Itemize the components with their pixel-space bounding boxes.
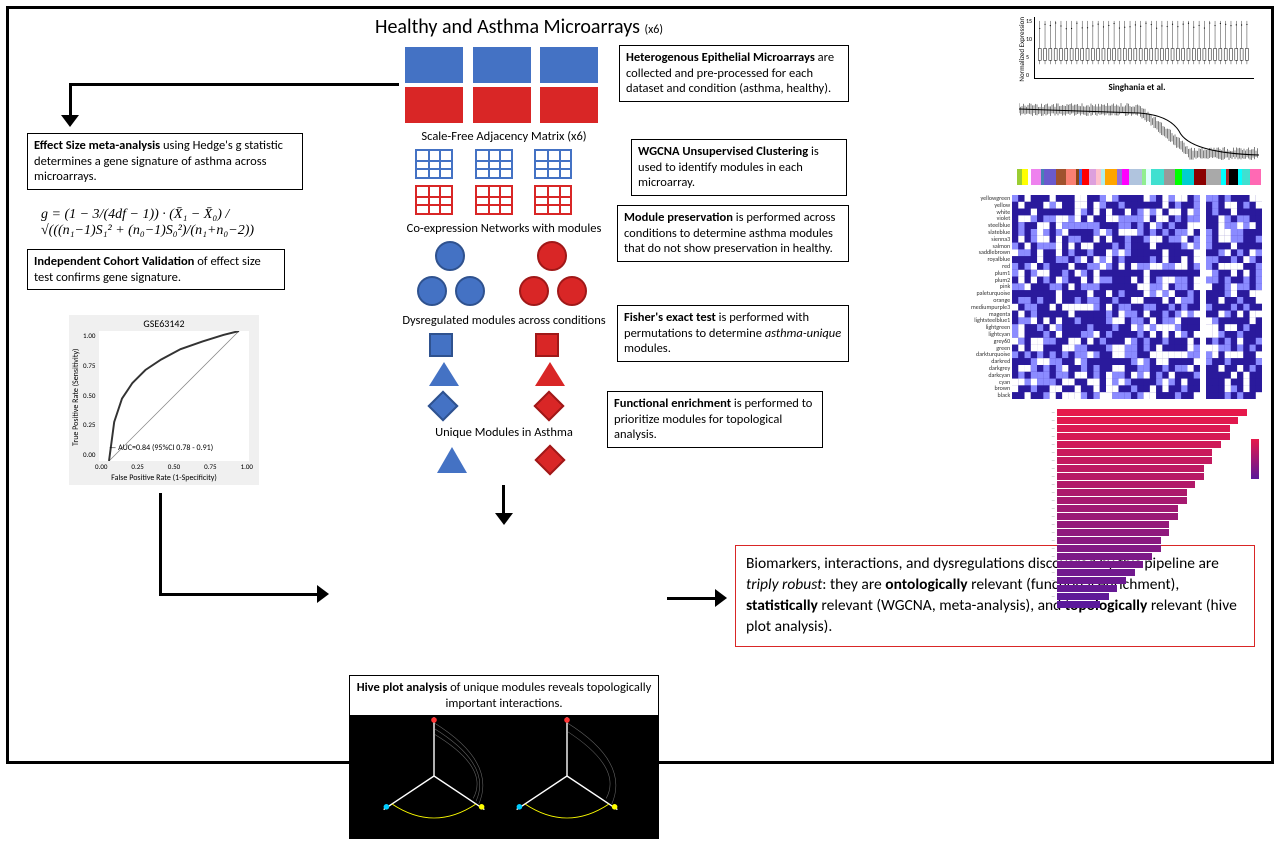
triangle-icon bbox=[535, 362, 565, 386]
rect-icon bbox=[405, 87, 463, 123]
microarray-blue-group bbox=[405, 47, 598, 88]
hive-plot: Transcription Factor Transcription Facto… bbox=[349, 699, 659, 839]
coexp-caption: Co-expression Networks with modules bbox=[369, 221, 639, 236]
unique-blue bbox=[437, 447, 467, 478]
diamond-icon bbox=[534, 444, 565, 475]
roc-svg bbox=[99, 331, 249, 461]
main-title: Healthy and Asthma Microarrays (x6) bbox=[329, 15, 709, 39]
circles-red bbox=[519, 241, 587, 311]
boxplot-svg bbox=[1034, 17, 1254, 79]
rect-icon bbox=[473, 87, 531, 123]
arrow-head-icon bbox=[317, 585, 329, 603]
rect-icon bbox=[405, 47, 463, 83]
microarray-red-group bbox=[405, 87, 598, 128]
diamond-icon bbox=[427, 390, 458, 421]
triangle-icon bbox=[437, 447, 467, 473]
grid-icon bbox=[415, 185, 453, 215]
roc-title: GSE63142 bbox=[69, 317, 259, 330]
hive-box: Hive plot analysis of unique modules rev… bbox=[349, 675, 659, 716]
boxplot-xlabel: Singhania et al. bbox=[1017, 82, 1257, 93]
fisher-box: Fisher's exact test is performed with pe… bbox=[617, 305, 849, 362]
grid-icon bbox=[475, 149, 513, 179]
hive-svg: Transcription Factor Transcription Facto… bbox=[349, 699, 659, 839]
module-colorbar bbox=[1017, 169, 1261, 185]
grid-blue-group bbox=[415, 149, 572, 184]
arrow-head-icon bbox=[495, 513, 513, 525]
heatmap-right bbox=[1206, 195, 1262, 399]
grid-icon bbox=[534, 185, 572, 215]
dysreg-blue bbox=[429, 333, 459, 422]
square-icon bbox=[535, 333, 559, 357]
boxplot-ylabel: Normalized Expression bbox=[1017, 17, 1026, 82]
arrow-head-icon bbox=[61, 115, 79, 127]
grid-icon bbox=[475, 185, 513, 215]
circles-blue bbox=[417, 241, 485, 311]
boxplot-panel: Normalized Expression 151050 Singhania e… bbox=[1017, 17, 1257, 93]
arrow-head-icon bbox=[715, 589, 727, 607]
circle-icon bbox=[557, 276, 587, 306]
func-box: Functional enrichment is performed to pr… bbox=[607, 391, 823, 448]
arrow-down bbox=[502, 485, 505, 515]
effect-size-box: Effect Size meta-analysis using Hedge's … bbox=[27, 133, 303, 190]
sigmoid-plot bbox=[1019, 101, 1259, 161]
roc-plot: GSE63142 True Positive Rate (Sensitivity… bbox=[69, 315, 259, 485]
enrich-legend bbox=[1251, 439, 1259, 479]
triangle-icon bbox=[429, 362, 459, 386]
grid-icon bbox=[415, 149, 453, 179]
circle-icon bbox=[537, 241, 567, 271]
heatmap-left bbox=[1012, 195, 1200, 399]
arrow-left-v bbox=[69, 83, 72, 117]
arrow-roc-v bbox=[159, 493, 162, 593]
independent-box: Independent Cohort Validation of effect … bbox=[27, 249, 285, 290]
preserve-box: Module preservation is performed across … bbox=[617, 205, 849, 262]
roc-xticks: 0.000.250.500.751.00 bbox=[95, 462, 253, 471]
unique-red bbox=[539, 449, 561, 476]
diagram-frame: Healthy and Asthma Microarrays (x6) Scal… bbox=[6, 6, 1274, 764]
formula: g = (1 − 3/(4df − 1)) · (X̄₁ − X̄₀) / √(… bbox=[41, 207, 299, 239]
enrichment-panel: ————————————————————————— bbox=[1015, 409, 1253, 609]
roc-xlabel: False Positive Rate (1-Specificity) bbox=[69, 473, 259, 483]
enrichment-bars: ————————————————————————— bbox=[1015, 409, 1253, 609]
heatmap-panel: yellowgreenyellowwhitevioletsteelbluesla… bbox=[971, 195, 1262, 399]
roc-yticks: 0.000.250.500.751.00 bbox=[83, 331, 95, 459]
dysreg-red bbox=[535, 333, 565, 422]
circle-icon bbox=[435, 241, 465, 271]
arrow-left-h bbox=[69, 83, 399, 86]
diamond-icon bbox=[533, 390, 564, 421]
wgcna-box: WGCNA Unsupervised Clustering is used to… bbox=[631, 139, 847, 196]
rect-icon bbox=[540, 47, 598, 83]
square-icon bbox=[429, 333, 453, 357]
dysreg-caption: Dysregulated modules across conditions bbox=[364, 313, 644, 328]
roc-ylabel: True Positive Rate (Sensitivity) bbox=[71, 335, 83, 459]
grid-red-group bbox=[415, 185, 572, 220]
circle-icon bbox=[417, 276, 447, 306]
grid-icon bbox=[534, 149, 572, 179]
arrow-concl bbox=[667, 597, 717, 600]
circle-icon bbox=[519, 276, 549, 306]
unique-caption: Unique Modules in Asthma bbox=[399, 425, 609, 440]
hetero-box: Heterogenous Epithelial Microarrays are … bbox=[619, 45, 849, 102]
adjacency-caption: Scale-Free Adjacency Matrix (x6) bbox=[379, 129, 629, 144]
rect-icon bbox=[540, 87, 598, 123]
rect-icon bbox=[473, 47, 531, 83]
heatmap-labels: yellowgreenyellowwhitevioletsteelbluesla… bbox=[971, 195, 1010, 399]
circle-icon bbox=[455, 276, 485, 306]
arrow-roc-h bbox=[159, 593, 319, 596]
roc-auc: — AUC=0.84 (95%CI 0.78 - 0.91) bbox=[109, 443, 213, 453]
